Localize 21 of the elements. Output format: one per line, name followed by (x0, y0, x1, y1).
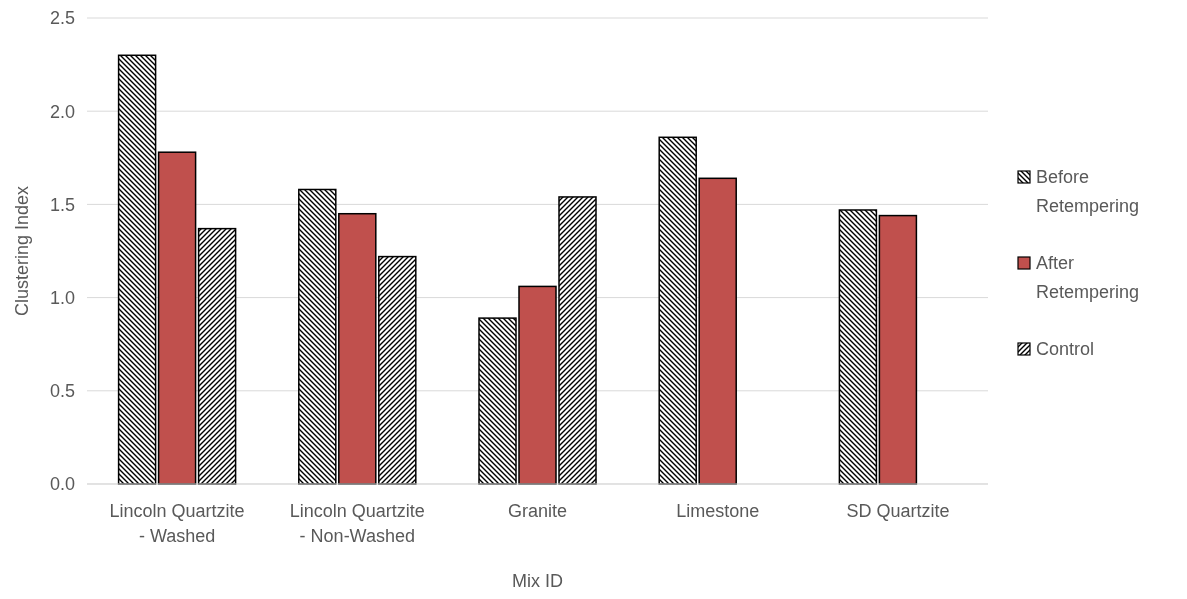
x-tick-label: Granite (507, 501, 568, 521)
bar (157, 151, 197, 485)
x-tick-label: Lincoln Quartzite - Washed (109, 501, 245, 546)
y-tick-label: 0.0 (49, 474, 75, 495)
x-tick-label: Limestone (676, 501, 760, 521)
x-tick-label: Lincoln Quartzite - Non-Washed (289, 501, 425, 546)
y-tick-label: 1.0 (49, 287, 75, 308)
bar (838, 209, 878, 485)
bar (117, 54, 157, 485)
y-tick-label: 2.0 (49, 101, 75, 122)
x-axis-title: Mix ID (512, 571, 563, 591)
legend-label: Before Retempering (1036, 167, 1140, 217)
y-tick-label: 0.5 (49, 381, 75, 402)
legend-label: Control (1036, 339, 1095, 360)
y-axis-title: Clustering Index (12, 185, 32, 317)
bar (878, 214, 918, 485)
y-tick-label: 2.5 (49, 8, 75, 29)
bar (197, 227, 237, 485)
x-tick-label: SD Quartzite (846, 501, 950, 521)
legend-label: After Retempering (1036, 253, 1140, 303)
y-tick-label: 1.5 (49, 194, 75, 215)
